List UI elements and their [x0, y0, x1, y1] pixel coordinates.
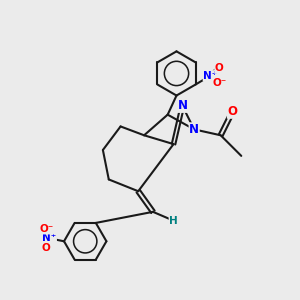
Text: O⁻: O⁻	[212, 78, 226, 88]
Text: O: O	[42, 243, 51, 253]
Text: N⁺: N⁺	[203, 71, 218, 81]
Text: N⁺: N⁺	[42, 233, 56, 243]
Text: O: O	[215, 63, 224, 73]
Text: O: O	[227, 105, 237, 118]
Text: N: N	[177, 99, 188, 112]
Text: N: N	[189, 123, 199, 136]
Text: H: H	[169, 216, 178, 226]
Text: O⁻: O⁻	[39, 224, 53, 234]
